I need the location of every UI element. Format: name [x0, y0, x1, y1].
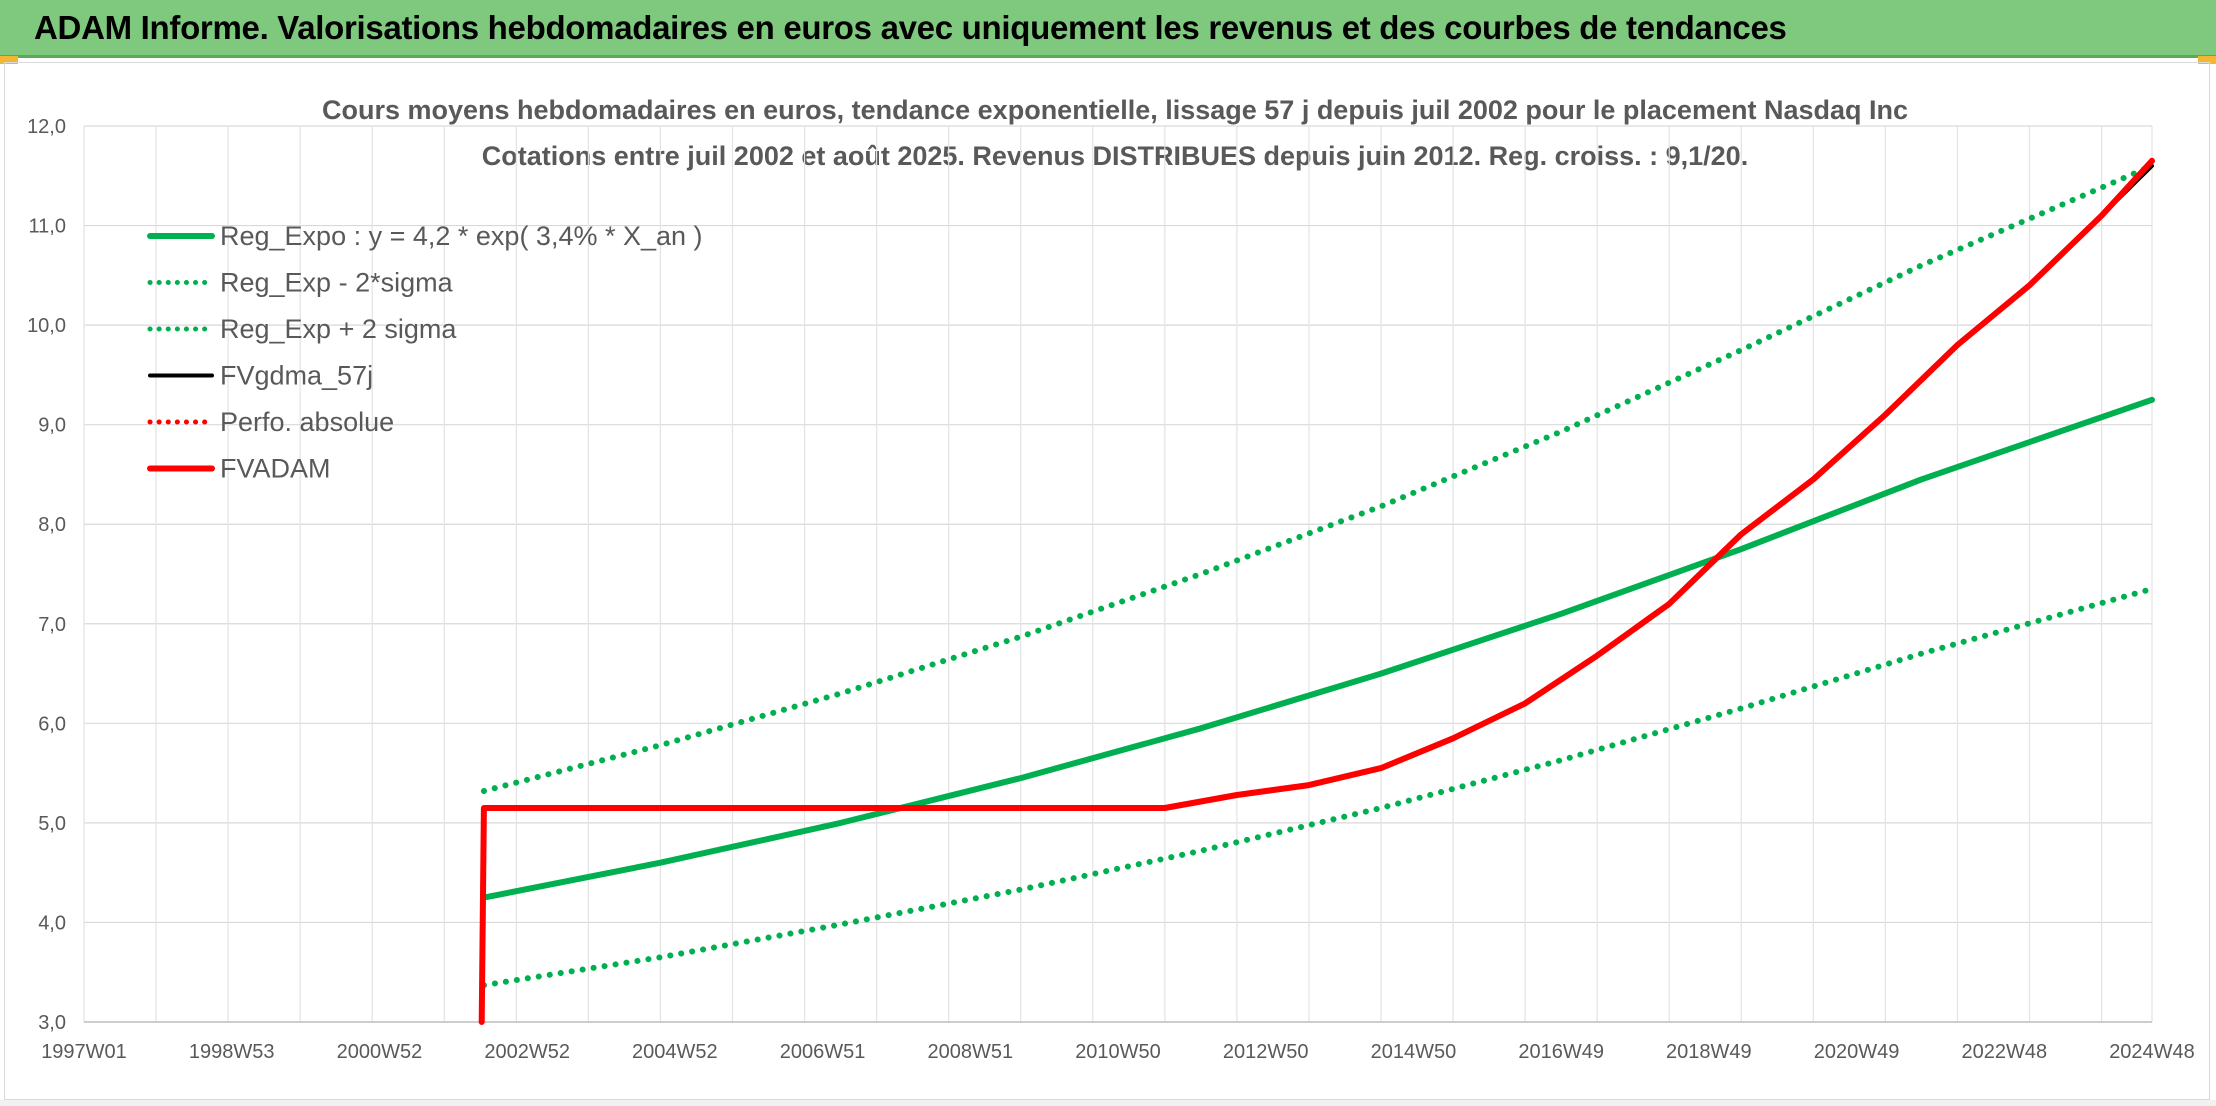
x-tick-label: 1998W53 — [189, 1041, 275, 1063]
y-tick-label: 10,0 — [27, 315, 66, 337]
y-tick-label: 9,0 — [38, 415, 66, 437]
legend-label: FVgdma_57j — [220, 361, 373, 391]
legend-label: FVADAM — [220, 454, 331, 484]
y-tick-label: 6,0 — [38, 713, 66, 735]
x-tick-label: 2024W48 — [2109, 1041, 2195, 1063]
legend-label: Reg_Expo : y = 4,2 * exp( 3,4% * X_an ) — [220, 221, 703, 251]
series-line-reg-expo — [480, 396, 2155, 901]
x-tick-label: 2014W50 — [1371, 1041, 1457, 1063]
x-tick-label: 2004W52 — [632, 1041, 718, 1063]
x-tick-label: 2000W52 — [337, 1041, 423, 1063]
chart-grid — [83, 125, 2153, 1023]
x-tick-label: 2008W51 — [927, 1041, 1013, 1063]
header-corner-right — [2198, 56, 2216, 64]
series-line-dotted — [480, 162, 2155, 794]
x-tick-label: 2020W49 — [1814, 1041, 1900, 1063]
y-tick-label: 12,0 — [27, 116, 66, 138]
legend-label: Reg_Exp - 2*sigma — [220, 268, 454, 298]
report-header-banner: ADAM Informe. Valorisations hebdomadaire… — [0, 0, 2216, 58]
x-tick-label: 2002W52 — [484, 1041, 570, 1063]
x-tick-label: 2022W48 — [1961, 1041, 2047, 1063]
chart-legend: Reg_Expo : y = 4,2 * exp( 3,4% * X_an ) R… — [147, 221, 703, 484]
y-axis-ticks: 3,0 4,0 5,0 6,0 7,0 8,0 9,0 10,0 11,0 12,0 — [27, 116, 66, 1034]
series-line-dotted — [480, 585, 2155, 989]
chart-series — [478, 157, 2155, 1025]
header-corner-left — [0, 56, 18, 64]
bottom-scroll-strip — [0, 1100, 2216, 1106]
x-tick-label: 2010W50 — [1075, 1041, 1161, 1063]
x-tick-label: 2006W51 — [780, 1041, 866, 1063]
y-tick-label: 7,0 — [38, 614, 66, 636]
chart-frame — [4, 62, 2210, 1100]
report-title: ADAM Informe. Valorisations hebdomadaire… — [34, 9, 1787, 46]
x-tick-label: 2018W49 — [1666, 1041, 1752, 1063]
x-axis-ticks: 1997W01 1998W53 2000W52 2002W52 2004W52 2006W… — [41, 1041, 2195, 1063]
y-tick-label: 8,0 — [38, 514, 66, 536]
y-tick-label: 4,0 — [38, 912, 66, 934]
x-tick-label: 1997W01 — [41, 1041, 127, 1063]
y-tick-label: 11,0 — [29, 216, 66, 238]
legend-label: Perfo. absolue — [220, 407, 394, 437]
series-line-fvadam — [478, 157, 2155, 1025]
x-tick-label: 2016W49 — [1518, 1041, 1604, 1063]
chart-subtitle: Cotations entre juil 2002 et août 2025. … — [482, 141, 1748, 171]
legend-label: Reg_Exp + 2 sigma — [220, 314, 457, 344]
x-tick-label: 2012W50 — [1223, 1041, 1309, 1063]
y-tick-label: 3,0 — [38, 1012, 66, 1034]
y-tick-label: 5,0 — [38, 813, 66, 835]
chart-title: Cours moyens hebdomadaires en euros, ten… — [322, 95, 1908, 125]
